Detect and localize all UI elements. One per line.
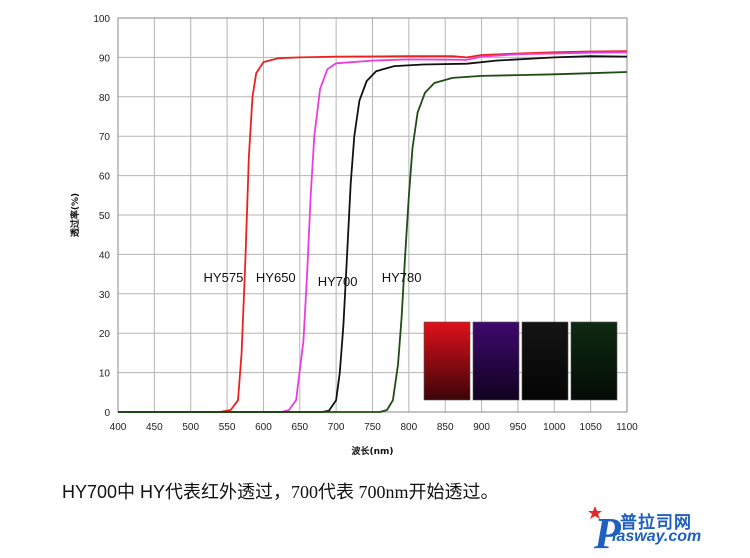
x-tick-label: 900 (473, 422, 490, 433)
series-label-hy780: HY780 (382, 270, 422, 285)
y-tick-label: 30 (99, 290, 111, 301)
x-tick-label: 950 (510, 422, 527, 433)
y-tick-labels: 0 10 20 30 40 50 60 70 80 90 100 (93, 14, 110, 419)
x-tick-label: 700 (328, 422, 345, 433)
caption-part-1: HY700中 HY代表红外透过， (62, 482, 292, 502)
y-tick-label: 60 (99, 172, 111, 183)
series-label-hy575: HY575 (204, 270, 244, 285)
x-tick-label: 750 (364, 422, 381, 433)
x-axis-title: 波长(nm) (351, 445, 393, 457)
swatch-hy780 (570, 321, 618, 401)
y-tick-label: 80 (99, 93, 111, 104)
y-tick-label: 40 (99, 250, 111, 261)
series-line-hy700 (118, 55, 628, 413)
y-tick-label: 90 (99, 53, 111, 64)
x-tick-label: 1000 (543, 422, 566, 433)
y-tick-label: 50 (99, 211, 111, 222)
site-logo: P 普拉司网 lasway.com (586, 502, 746, 554)
x-tick-label: 400 (110, 422, 127, 433)
y-tick-label: 20 (99, 329, 111, 340)
x-tick-label: 650 (291, 422, 308, 433)
y-tick-label: 10 (99, 369, 111, 380)
x-tick-label: 850 (437, 422, 454, 433)
series-label-hy650: HY650 (256, 270, 296, 285)
y-tick-label: 0 (104, 408, 110, 419)
series-lines (118, 50, 628, 413)
transmittance-chart: 400 450 500 550 600 650 700 750 800 850 900 950 1000… (69, 14, 639, 457)
y-tick-label: 70 (99, 132, 111, 143)
series-line-hy780 (118, 71, 628, 413)
x-tick-label: 550 (219, 422, 236, 433)
series-label-hy700: HY700 (318, 274, 358, 289)
caption-part-2: 700代表 700nm开始透过。 (291, 482, 499, 502)
x-tick-label: 500 (182, 422, 199, 433)
x-tick-label: 600 (255, 422, 272, 433)
x-tick-label: 1100 (616, 422, 638, 433)
x-tick-label: 800 (401, 422, 418, 433)
logo-letter: P (593, 509, 622, 554)
logo-english-text: lasway.com (612, 528, 702, 545)
x-tick-label: 450 (146, 422, 163, 433)
swatch-hy700 (521, 321, 569, 401)
swatch-hy650 (472, 321, 520, 401)
filter-swatches (423, 321, 618, 401)
x-tick-label: 1050 (580, 422, 603, 433)
caption: HY700中 HY代表红外透过，700代表 700nm开始透过。 (62, 478, 499, 504)
y-axis-title: 透过率(%) (69, 193, 81, 237)
x-tick-labels: 400 450 500 550 600 650 700 750 800 850 900 950 1000… (110, 422, 639, 433)
series-line-hy575 (118, 50, 628, 413)
series-labels: HY575 HY650 HY700 HY780 (204, 270, 422, 289)
logo-chinese-text: 普拉司网 (620, 513, 692, 533)
series-line-hy650 (118, 51, 628, 413)
logo-mark-icon: P (588, 506, 622, 554)
y-tick-label: 100 (93, 14, 110, 25)
swatch-hy575 (423, 321, 471, 401)
